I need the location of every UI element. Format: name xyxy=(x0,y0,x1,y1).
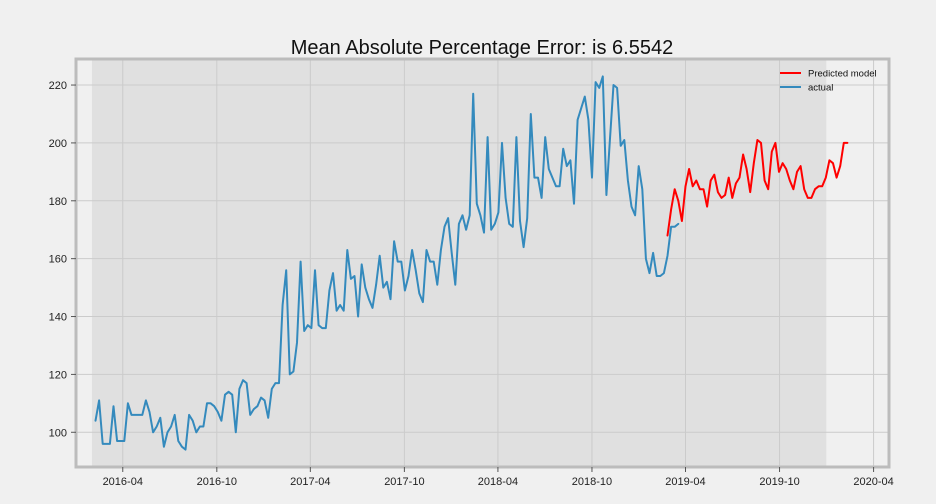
legend-label: Predicted model xyxy=(808,69,877,80)
y-tick-label: 200 xyxy=(49,138,67,150)
x-tick-label: 2017-10 xyxy=(384,476,424,488)
x-tick-label: 2018-04 xyxy=(478,476,518,488)
shaded-span xyxy=(91,59,827,467)
plot-frame xyxy=(74,57,891,469)
y-tick-label: 220 xyxy=(49,80,67,92)
y-tick-label: 100 xyxy=(49,427,67,439)
series-layer xyxy=(94,75,849,451)
x-tick-label: 2018-10 xyxy=(572,476,612,488)
y-tick-label: 180 xyxy=(49,196,67,208)
legend: Predicted model actual xyxy=(780,69,877,94)
x-tick-label: 2019-04 xyxy=(665,476,705,488)
grid xyxy=(76,59,889,467)
series-line-actual xyxy=(94,75,680,451)
legend-label: actual xyxy=(808,83,833,94)
x-tick-label: 2020-04 xyxy=(853,476,893,488)
x-axis: 2016-04 2016-10 2017-04 2017-10 2018-04 2018-… xyxy=(103,467,894,488)
x-tick-label: 2017-04 xyxy=(290,476,330,488)
x-tick-label: 2016-04 xyxy=(103,476,143,488)
x-tick-label: 2019-10 xyxy=(759,476,799,488)
y-tick-label: 160 xyxy=(49,254,67,266)
y-tick-label: 140 xyxy=(49,312,67,324)
x-tick-label: 2016-10 xyxy=(197,476,237,488)
chart-title: Mean Absolute Percentage Error: is 6.554… xyxy=(291,37,673,59)
y-tick-label: 120 xyxy=(49,369,67,381)
series-line-predicted-model xyxy=(666,139,849,237)
y-axis: 100 120 140 160 180 200 220 xyxy=(49,80,76,439)
